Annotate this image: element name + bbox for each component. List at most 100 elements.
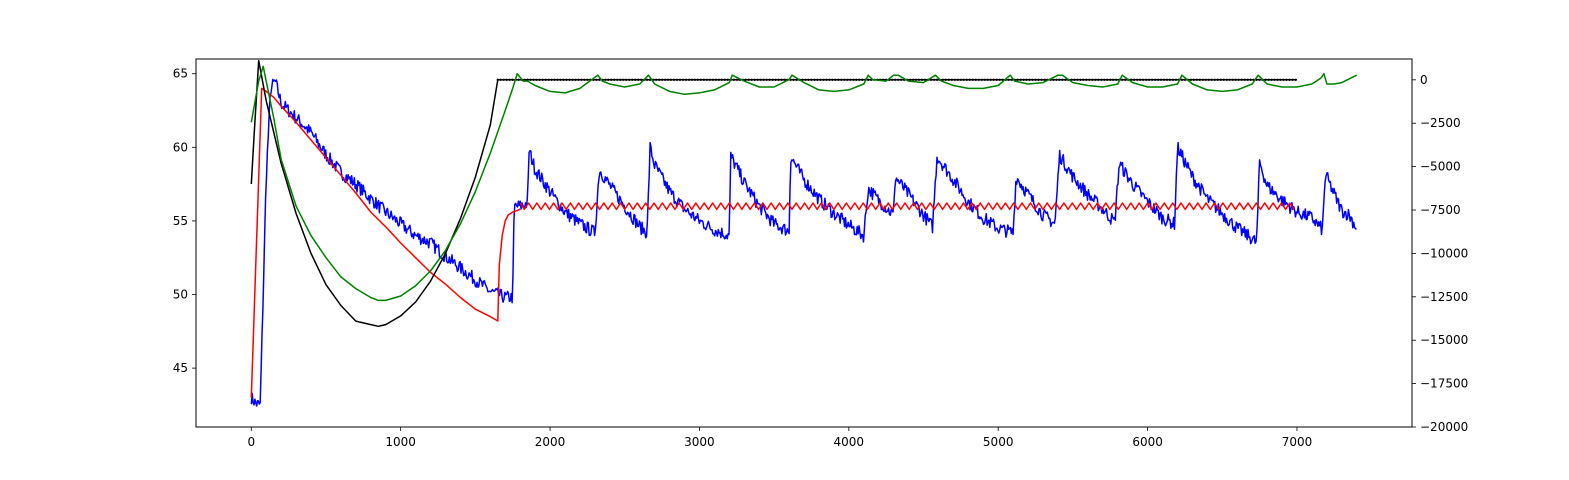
series-4-marker: [705, 78, 709, 82]
series-4-marker: [1201, 78, 1205, 82]
series-4-marker: [962, 78, 965, 82]
series-4-marker: [1022, 78, 1025, 82]
series-4-marker: [610, 78, 613, 82]
series-4-marker: [777, 78, 780, 82]
series-4-marker: [687, 78, 691, 82]
series-4-marker: [1159, 78, 1163, 82]
y-axis-right: 0 −2500 −5000 −7500 −10000 −12500 −15000 −17500…: [1412, 73, 1468, 434]
series-4-marker: [708, 78, 712, 82]
y-tick-label: 65: [173, 67, 188, 81]
series-4-marker: [968, 78, 971, 82]
y2-tick-label: −10000: [1420, 246, 1468, 260]
series-4-marker: [631, 78, 634, 82]
series-4-marker: [1025, 78, 1028, 82]
y-tick-label: 55: [173, 214, 188, 228]
series-4-marker: [1180, 78, 1184, 82]
series-line-1: [250, 78, 1357, 407]
series-4-marker: [565, 78, 568, 82]
series-4-marker: [801, 78, 804, 82]
series-4-marker: [1237, 78, 1240, 82]
series-line-4: [250, 59, 1297, 328]
series-4-marker: [616, 78, 619, 82]
y-axis-left: 45 50 55 60 65: [173, 67, 196, 375]
series-4-marker: [792, 78, 795, 82]
series-4-marker: [995, 78, 998, 82]
series-4-marker: [574, 78, 577, 82]
series-4-marker: [1183, 78, 1187, 82]
y2-tick-label: −15000: [1420, 333, 1468, 347]
series-4-marker: [977, 78, 980, 82]
series-4-marker: [559, 78, 562, 82]
series-4-marker: [556, 78, 559, 82]
series-4-marker: [965, 78, 968, 82]
series-4-marker: [1040, 78, 1043, 82]
series-4-marker: [678, 78, 682, 82]
y2-tick-label: −2500: [1420, 116, 1461, 130]
x-tick-label: 1000: [385, 435, 416, 449]
series-4-marker: [544, 78, 547, 82]
series-4-marker: [1231, 78, 1234, 82]
series-4-marker: [1132, 78, 1136, 82]
y2-tick-label: −5000: [1420, 160, 1461, 174]
series-4-marker: [1276, 78, 1279, 82]
series-4-marker: [502, 78, 505, 82]
series-4-marker: [941, 78, 945, 82]
axes-frame: [195, 58, 1413, 428]
series-4-marker: [723, 78, 726, 82]
series-4-marker: [1174, 78, 1178, 82]
series-4-marker: [690, 78, 694, 82]
series-4-marker: [831, 78, 834, 82]
series-4-marker: [684, 78, 688, 82]
series-4-marker: [577, 78, 580, 82]
series-4-marker: [669, 78, 673, 82]
series-4-marker: [983, 78, 986, 82]
series-4-marker: [586, 78, 589, 82]
series-4-marker: [917, 78, 921, 82]
series-4-marker: [553, 78, 556, 82]
series-4-marker: [822, 78, 825, 82]
series-4-marker: [959, 78, 963, 82]
series-4-marker: [971, 78, 974, 82]
series-4-marker: [953, 78, 957, 82]
series-4-marker: [1279, 78, 1282, 82]
y2-tick-label: −12500: [1420, 290, 1468, 304]
series-4-marker: [568, 78, 571, 82]
series-line-2: [250, 87, 521, 398]
x-tick-label: 7000: [1282, 435, 1313, 449]
series-4-marker: [1085, 78, 1088, 82]
series-4-marker: [1061, 78, 1064, 82]
series-4-marker: [804, 78, 807, 82]
series-4-marker: [720, 78, 723, 82]
y-tick-label: 60: [173, 140, 188, 154]
series-4-marker: [908, 78, 912, 82]
series-4-marker: [834, 78, 837, 82]
series-4-marker: [735, 78, 738, 82]
y2-tick-label: 0: [1420, 73, 1428, 87]
series-4-marker: [911, 78, 915, 82]
series-4-marker: [1091, 78, 1094, 82]
series-4-marker: [1246, 78, 1249, 82]
series-4-marker: [702, 78, 706, 82]
series-4-marker: [628, 78, 631, 82]
series-4-marker: [1156, 78, 1160, 82]
series-4-marker: [1192, 78, 1196, 82]
series-4-marker: [1094, 78, 1097, 82]
series-4-marker: [1109, 78, 1112, 82]
series-4-marker: [634, 78, 637, 82]
series-4-marker: [1138, 78, 1142, 82]
series-4-marker: [974, 78, 977, 82]
series-4-marker: [1144, 78, 1148, 82]
series-4-marker: [1249, 78, 1252, 82]
series-4-marker: [944, 78, 948, 82]
series-4-marker: [1225, 78, 1229, 82]
series-4-marker: [813, 78, 816, 82]
series-4-marker: [1112, 78, 1115, 82]
series-4-marker: [840, 78, 843, 82]
series-4-marker: [675, 78, 679, 82]
x-tick-label: 4000: [834, 435, 865, 449]
series-4-marker: [810, 78, 813, 82]
series-4-marker: [768, 78, 771, 82]
series-4-marker: [1064, 78, 1067, 82]
series-4-marker: [1165, 78, 1169, 82]
